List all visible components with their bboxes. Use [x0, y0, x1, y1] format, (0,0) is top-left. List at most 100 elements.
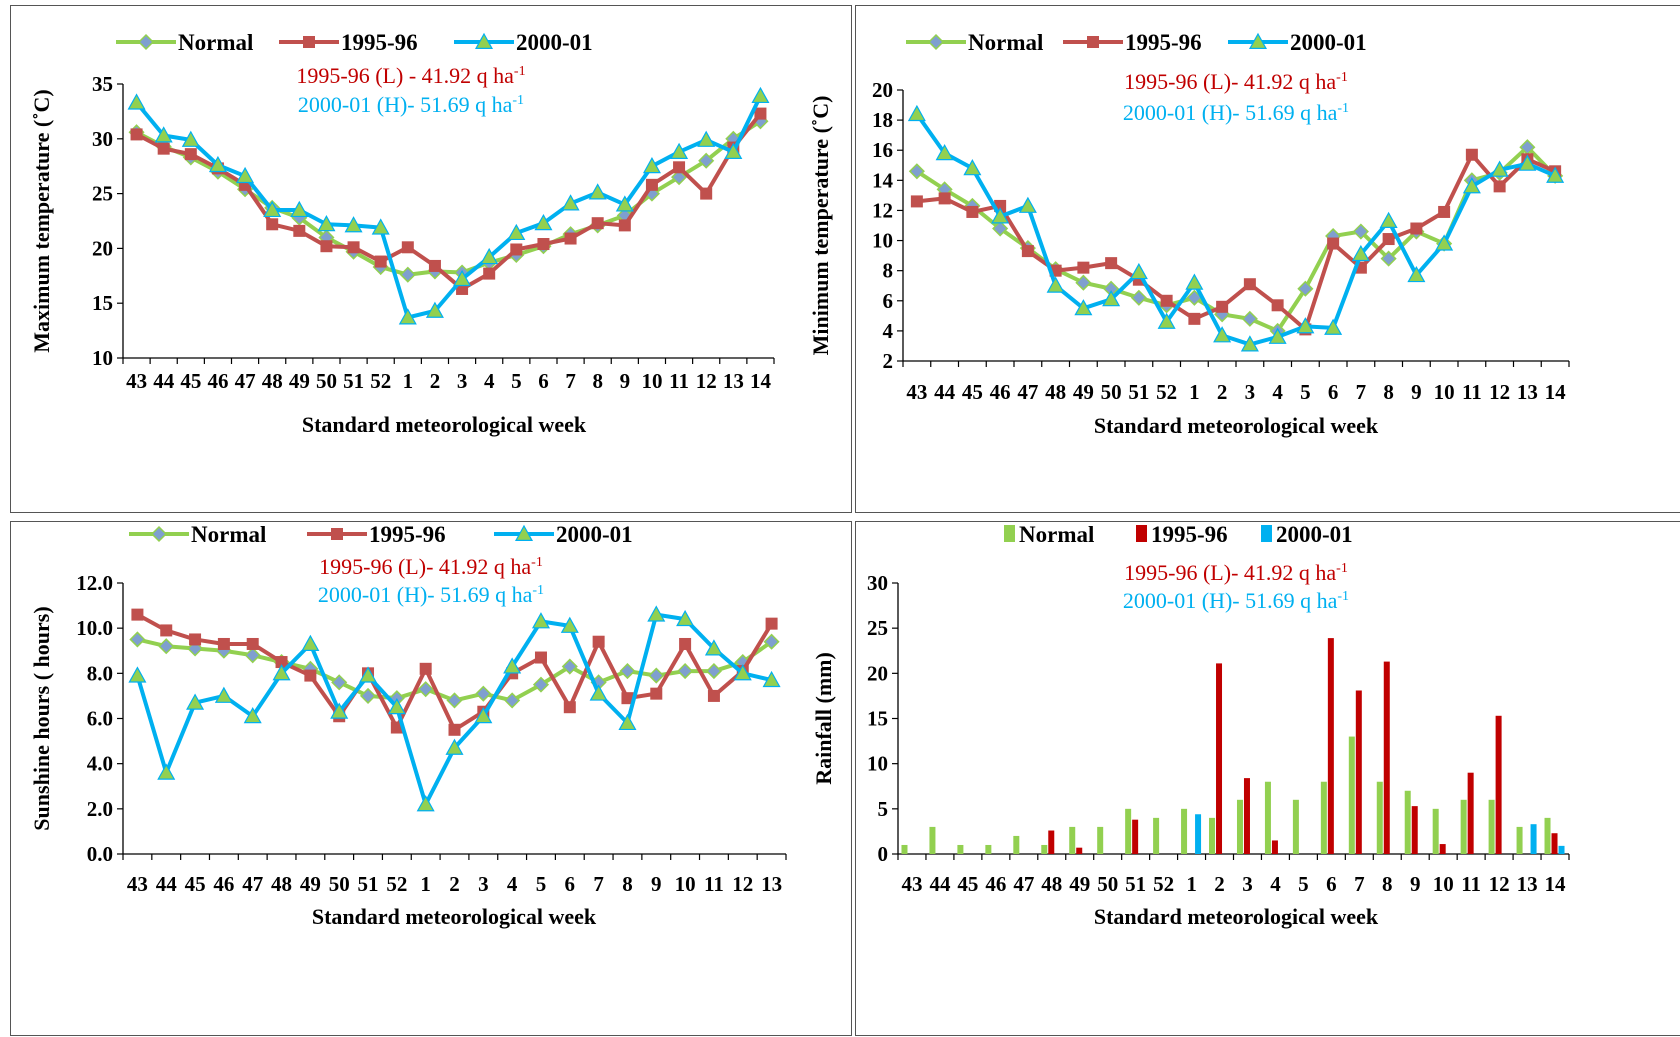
- legend-label: 1995-96: [1151, 522, 1228, 547]
- data-point: [1297, 280, 1314, 297]
- series-Normal: [901, 736, 1551, 854]
- legend-marker: [1248, 32, 1268, 50]
- y-tick-label: 15: [867, 707, 888, 731]
- y-tick-label: 25: [92, 182, 113, 206]
- x-tick-label: 4: [1270, 872, 1281, 896]
- data-point: [157, 763, 176, 780]
- bar: [1125, 808, 1132, 854]
- bar: [1097, 826, 1104, 854]
- y-tick-label: 15: [92, 291, 113, 315]
- x-tick-label: 1: [1186, 872, 1197, 896]
- data-point: [561, 658, 578, 675]
- data-point: [1462, 177, 1481, 194]
- data-point: [1188, 312, 1201, 325]
- data-point: [304, 669, 317, 682]
- x-tick-label: 7: [593, 872, 604, 896]
- y-tick-label: 6.0: [87, 707, 113, 731]
- max-temperature-chart-panel: 10 15 20 25 30 35 43 44 45 46 47 48 49 50 51 52 1 2 3 4 5 6 7 8…: [10, 5, 852, 513]
- data-point: [483, 267, 496, 280]
- bar: [1404, 790, 1411, 854]
- series-line: [136, 637, 773, 703]
- x-tick-label: 45: [185, 872, 206, 896]
- legend: Normal 1995-96 2000-01: [906, 30, 1367, 55]
- data-point: [1129, 262, 1148, 280]
- data-point: [290, 200, 309, 218]
- yield-annotation-2000-01: 2000-01 (H)- 51.69 q ha-1: [318, 582, 544, 607]
- data-point: [344, 216, 363, 233]
- data-point: [532, 676, 550, 693]
- data-point: [371, 218, 390, 235]
- x-tick-label: 6: [538, 369, 549, 393]
- y-tick-label: 0.0: [87, 842, 113, 866]
- x-tick-label: 13: [1517, 380, 1538, 404]
- data-point: [425, 301, 444, 318]
- data-point: [399, 266, 416, 283]
- min-temperature-chart-panel: 2 4 6 8 10 12 14 16 18 20 43 44 45 46 47 48 49 50 51 52 1 2 3 4…: [808, 5, 1680, 513]
- plot-area: [901, 638, 1565, 854]
- bar: [1348, 736, 1355, 854]
- bar: [1558, 845, 1565, 854]
- x-tick-label: 52: [1153, 872, 1174, 896]
- x-tick-label: 13: [761, 872, 782, 896]
- y-tick-label: 8.0: [87, 661, 113, 685]
- data-point: [697, 130, 716, 147]
- x-tick-label: 46: [207, 369, 228, 393]
- x-tick-label: 44: [156, 872, 178, 896]
- data-point: [158, 638, 175, 655]
- x-tick-label: 14: [750, 369, 772, 393]
- data-point: [208, 155, 227, 173]
- data-point: [1243, 278, 1256, 291]
- data-point: [588, 183, 607, 200]
- x-tick-label: 52: [1156, 380, 1177, 404]
- yield-annotation-2000-01: 2000-01 (H)- 51.69 q ha-1: [1123, 588, 1349, 613]
- x-tick-label: 47: [1013, 872, 1034, 896]
- y-tick-label: 2.0: [87, 797, 113, 821]
- data-point: [1296, 317, 1315, 334]
- x-tick-label: 46: [213, 872, 234, 896]
- data-point: [724, 142, 743, 159]
- data-point: [1130, 289, 1147, 306]
- y-tick-label: 30: [867, 571, 888, 595]
- plot-area: [907, 104, 1565, 352]
- data-point: [1074, 299, 1093, 316]
- data-point: [537, 238, 550, 251]
- series-Normal: [128, 113, 769, 283]
- series-line: [915, 145, 1557, 333]
- legend-item: Normal: [116, 30, 253, 55]
- data-point: [1102, 290, 1121, 307]
- x-tick-label: 43: [901, 872, 922, 896]
- data-point: [448, 723, 461, 736]
- data-point: [445, 738, 464, 755]
- data-point: [677, 663, 694, 680]
- data-point: [1490, 160, 1509, 177]
- data-point: [1021, 245, 1034, 258]
- data-point: [733, 664, 752, 681]
- x-axis-title: Standard meteorological week: [1094, 413, 1379, 438]
- data-point: [1185, 273, 1204, 290]
- x-tick-label: 5: [1300, 380, 1311, 404]
- bar: [1292, 799, 1299, 854]
- data-point: [359, 666, 378, 683]
- legend-label: Normal: [191, 522, 266, 547]
- x-tick-label: 50: [316, 369, 337, 393]
- data-point: [480, 247, 499, 265]
- legend-marker: [514, 524, 534, 541]
- y-axis-title: Maximum temperature (˚C): [29, 89, 54, 353]
- data-point: [642, 156, 661, 174]
- bar: [1516, 826, 1523, 854]
- data-point: [1518, 154, 1537, 171]
- data-point: [387, 697, 406, 715]
- y-tick-label: 18: [872, 108, 893, 132]
- data-point: [160, 624, 173, 637]
- data-point: [1018, 196, 1037, 213]
- data-point: [621, 692, 634, 705]
- y-tick-label: 20: [867, 661, 888, 685]
- series-2000-01: [1195, 814, 1565, 854]
- axes: 0.02.04.06.08.010.012.043 44 45 46 47 48 49 50 5…: [76, 571, 787, 896]
- data-point: [244, 647, 261, 664]
- legend-swatch: [1136, 525, 1147, 542]
- data-point: [564, 232, 577, 245]
- legend-label: 1995-96: [369, 522, 446, 547]
